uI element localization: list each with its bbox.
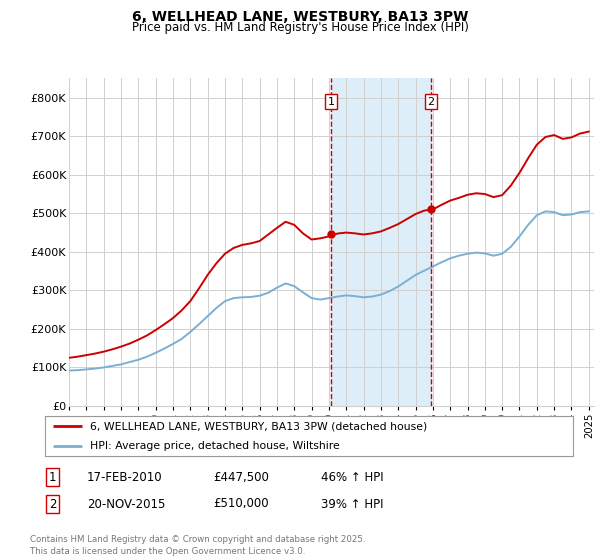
Text: 17-FEB-2010: 17-FEB-2010 [87, 470, 163, 484]
Text: 6, WELLHEAD LANE, WESTBURY, BA13 3PW: 6, WELLHEAD LANE, WESTBURY, BA13 3PW [132, 10, 468, 24]
Text: £447,500: £447,500 [213, 470, 269, 484]
Text: Price paid vs. HM Land Registry's House Price Index (HPI): Price paid vs. HM Land Registry's House … [131, 21, 469, 34]
Text: £510,000: £510,000 [213, 497, 269, 511]
Text: 2: 2 [49, 497, 56, 511]
Text: 20-NOV-2015: 20-NOV-2015 [87, 497, 166, 511]
Text: 39% ↑ HPI: 39% ↑ HPI [321, 497, 383, 511]
Text: Contains HM Land Registry data © Crown copyright and database right 2025.
This d: Contains HM Land Registry data © Crown c… [30, 535, 365, 556]
Text: 2: 2 [427, 96, 434, 106]
Bar [331, 78, 431, 406]
Text: 6, WELLHEAD LANE, WESTBURY, BA13 3PW (detached house): 6, WELLHEAD LANE, WESTBURY, BA13 3PW (de… [90, 421, 427, 431]
Text: HPI: Average price, detached house, Wiltshire: HPI: Average price, detached house, Wilt… [90, 441, 340, 451]
Text: 46% ↑ HPI: 46% ↑ HPI [321, 470, 383, 484]
Text: 1: 1 [328, 96, 334, 106]
Text: 1: 1 [49, 470, 56, 484]
